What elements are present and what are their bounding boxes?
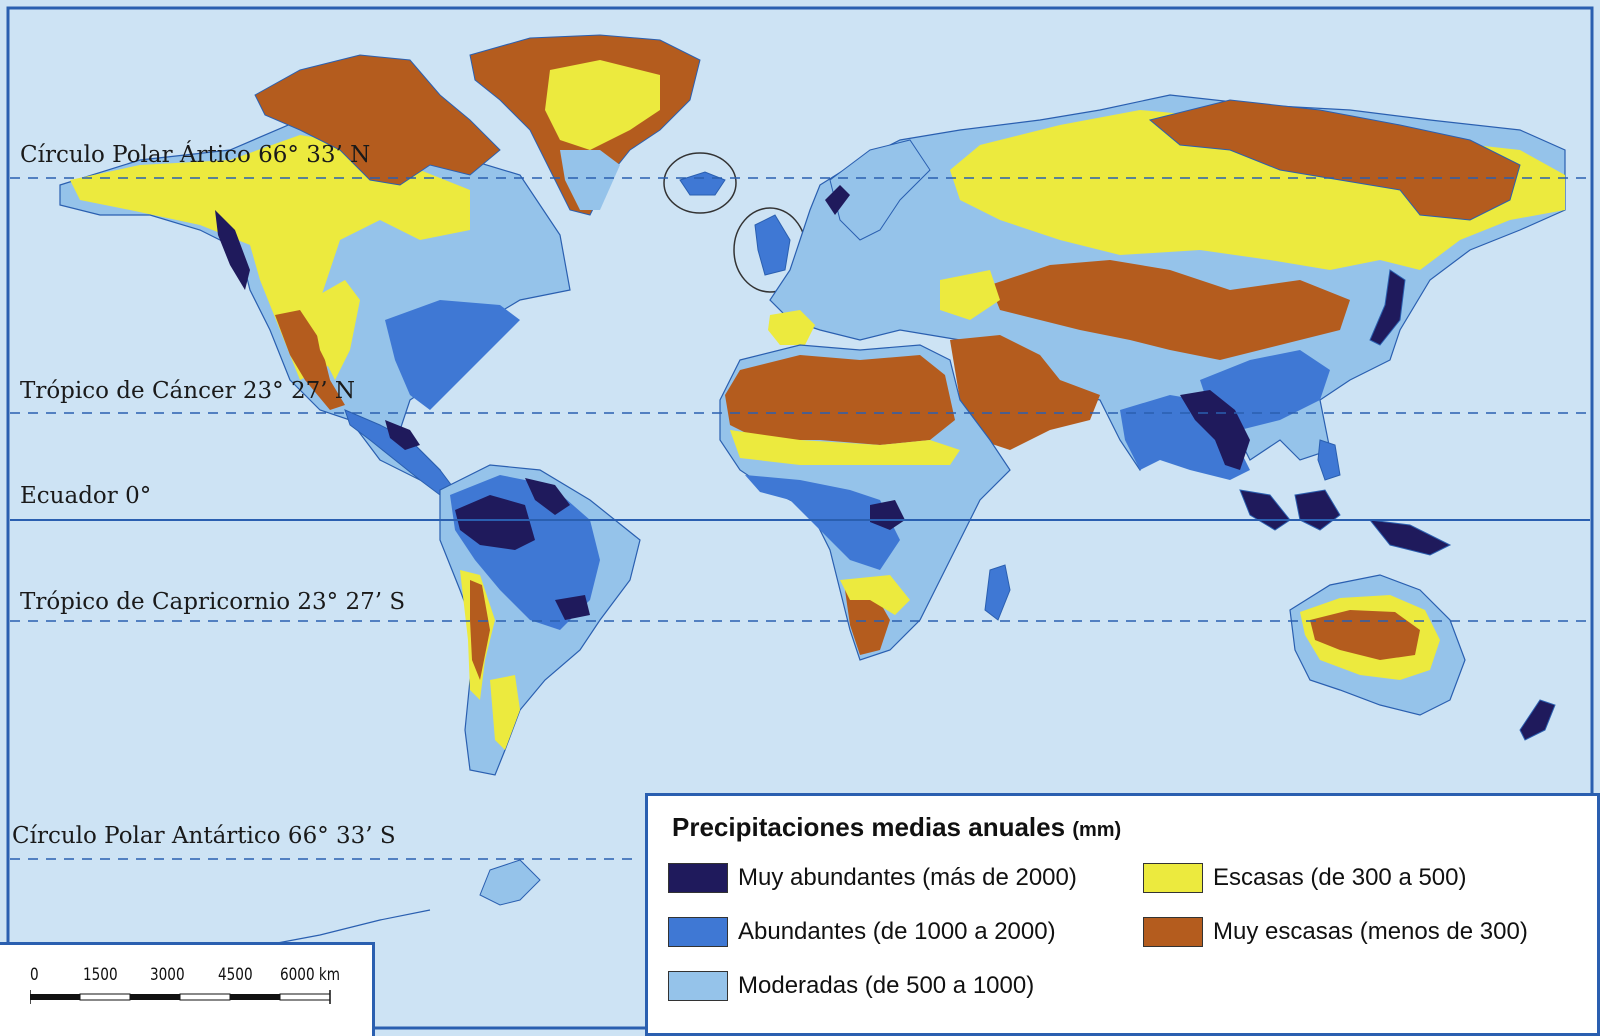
canadian-arctic-islands (254, 54, 501, 186)
central-america-very-wet (385, 420, 420, 450)
japan (1369, 269, 1406, 346)
philippines-wet (1317, 439, 1341, 481)
africa (719, 344, 1011, 661)
monsoon-very-wet (1180, 390, 1250, 470)
southern-brazil-very-wet (555, 595, 590, 620)
legend: Precipitaciones medias anuales (mm) Muy … (645, 793, 1600, 1036)
scale-tick-label: 1500 (83, 965, 118, 985)
legend-label: Abundantes (de 1000 a 2000) (738, 918, 1056, 945)
south-america (439, 464, 641, 776)
south-asia-wet (1120, 395, 1250, 480)
eastern-europe-dry (940, 270, 1000, 320)
legend-unit: (mm) (1072, 819, 1122, 841)
new-guinea-very-wet (1368, 519, 1452, 556)
legend-swatch (1143, 863, 1203, 893)
iberia-dry (768, 310, 815, 345)
guiana-very-wet (525, 478, 570, 515)
great-plains-dry (310, 280, 360, 380)
madagascar (984, 564, 1011, 621)
tropic-of-cancer-label: Trópico de Cáncer 23° 27’ N (20, 378, 355, 404)
iceland-circle-annotation (663, 152, 737, 214)
legend-title: Precipitaciones medias anuales (mm) (672, 812, 1121, 843)
new-zealand (1519, 699, 1556, 741)
pacific-coast-very-wet (215, 210, 250, 290)
britain (754, 214, 791, 276)
norway-very-wet (825, 185, 850, 215)
legend-swatch (668, 917, 728, 947)
legend-item-dry: Escasas (de 300 a 500) (1143, 862, 1467, 894)
legend-item-very-wet: Muy abundantes (más de 2000) (668, 862, 1077, 894)
sahara-very-dry (725, 355, 955, 445)
north-america-dry (70, 135, 470, 380)
scale-tick-label: 0 (30, 965, 39, 985)
scale-tick-label: 3000 (150, 965, 185, 985)
scale-bar-graphic (30, 990, 331, 1004)
legend-title-text: Precipitaciones medias anuales (672, 812, 1066, 842)
legend-item-moderate: Moderadas (de 500 a 1000) (668, 970, 1034, 1002)
kalahari-dry (840, 575, 910, 615)
legend-label: Muy abundantes (más de 2000) (738, 864, 1077, 891)
amazon-very-wet (455, 495, 535, 550)
scale-bar: 0 1500 3000 4500 6000 km (0, 942, 375, 1036)
greenland (469, 34, 701, 216)
australia-very-dry (1310, 610, 1420, 660)
legend-item-very-dry: Muy escasas (menos de 300) (1143, 916, 1528, 948)
greenland-dry (545, 60, 660, 150)
legend-swatch (1143, 917, 1203, 947)
legend-swatch (668, 971, 728, 1001)
atacama-very-dry (470, 580, 490, 680)
southwest-us-very-dry (275, 310, 345, 410)
scandinavia (829, 139, 931, 241)
siberia-very-dry (1148, 99, 1521, 221)
greenland-moderate (560, 150, 620, 210)
eurasia (768, 94, 1566, 480)
legend-item-wet: Abundantes (de 1000 a 2000) (668, 916, 1056, 948)
equator-label: Ecuador 0° (20, 483, 151, 509)
scale-tick-label: 4500 (218, 965, 253, 985)
legend-label: Escasas (de 300 a 500) (1213, 864, 1467, 891)
tropic-of-capricorn-label: Trópico de Capricornio 23° 27’ S (20, 589, 405, 615)
antarctica (479, 859, 541, 906)
patagonia-dry (490, 675, 520, 750)
southeast-asia-oceania (1239, 439, 1556, 741)
north-america (59, 54, 571, 496)
legend-label: Muy escasas (menos de 300) (1213, 918, 1528, 945)
eastern-us-wet (385, 300, 520, 410)
legend-swatch (668, 863, 728, 893)
latitude-lines (10, 177, 1590, 860)
arctic-circle-label: Círculo Polar Ártico 66° 33’ N (20, 141, 370, 168)
sahel-dry (730, 430, 960, 465)
scale-tick-label: 6000 km (280, 965, 341, 985)
west-africa-wet (745, 475, 900, 570)
legend-label: Moderadas (de 500 a 1000) (738, 972, 1035, 999)
congo-very-wet (870, 500, 905, 530)
central-asia-very-dry (990, 260, 1350, 360)
antarctic-circle-label: Círculo Polar Antártico 66° 33’ S (12, 823, 396, 849)
middle-east-very-dry (950, 335, 1100, 450)
